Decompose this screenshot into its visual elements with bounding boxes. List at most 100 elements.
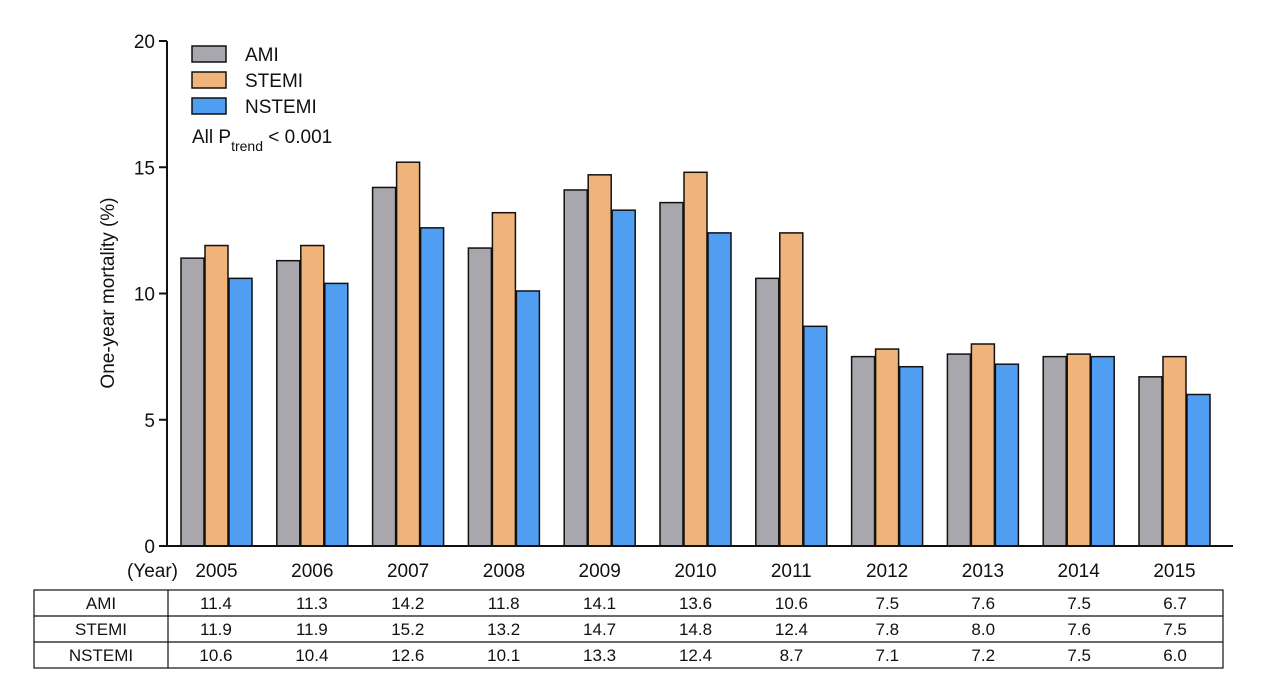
p-trend-prefix: All P — [192, 127, 231, 148]
x-tick-label-2009: 2009 — [579, 561, 621, 582]
x-tick-label-2015: 2015 — [1153, 561, 1195, 582]
table-row-label-nstemi: NSTEMI — [69, 646, 133, 665]
table-cell-stemi-2006: 11.9 — [296, 620, 328, 639]
legend-label-nstemi: NSTEMI — [245, 97, 317, 118]
bar-ami-2006 — [276, 259, 301, 547]
legend-swatch-nstemi — [191, 97, 227, 115]
y-tick-label-10: 10 — [134, 285, 155, 306]
legend-label-ami: AMI — [245, 45, 279, 66]
table-cell-nstemi-2013: 7.2 — [971, 646, 995, 665]
bar-ami-2009 — [563, 189, 588, 547]
bar-stemi-2015 — [1162, 355, 1187, 547]
table-cell-nstemi-2010: 12.4 — [679, 646, 712, 665]
bar-stemi-2012 — [874, 348, 900, 547]
table-row-label-ami: AMI — [86, 594, 116, 613]
y-tick-label-0: 0 — [144, 537, 155, 558]
x-tick-label-2006: 2006 — [291, 561, 333, 582]
table-cell-stemi-2012: 7.8 — [875, 620, 899, 639]
table-cell-nstemi-2007: 12.6 — [391, 646, 424, 665]
bar-nstemi-2010 — [707, 232, 732, 547]
table-cell-ami-2012: 7.5 — [875, 594, 899, 613]
x-tick-label-2013: 2013 — [962, 561, 1004, 582]
bar-nstemi-2009 — [611, 209, 636, 547]
table-cell-ami-2006: 11.3 — [296, 594, 328, 613]
bar-stemi-2010 — [683, 171, 708, 547]
table-cell-ami-2008: 11.8 — [488, 594, 520, 613]
bar-ami-2011 — [755, 277, 780, 547]
table-cell-stemi-2007: 15.2 — [391, 620, 424, 639]
bar-ami-2012 — [850, 355, 876, 547]
legend-swatch-ami — [191, 45, 227, 63]
bar-nstemi-2005 — [228, 277, 253, 547]
y-tick-label-5: 5 — [144, 411, 155, 432]
x-axis-prefix: (Year) — [127, 561, 178, 582]
bar-stemi-2007 — [395, 161, 421, 547]
table-row-label-stemi: STEMI — [75, 620, 127, 639]
legend: AMI STEMI NSTEMI — [191, 45, 317, 118]
bar-stemi-2014 — [1066, 353, 1091, 547]
table-cell-stemi-2015: 7.5 — [1163, 620, 1187, 639]
table-cell-stemi-2011: 12.4 — [775, 620, 808, 639]
bar-stemi-2006 — [300, 244, 325, 547]
bar-nstemi-2014 — [1090, 355, 1115, 547]
bar-nstemi-2013 — [994, 363, 1020, 547]
bar-stemi-2013 — [970, 343, 996, 547]
p-trend-suffix: < 0.001 — [263, 127, 332, 148]
p-trend-subscript: trend — [231, 138, 263, 154]
table-cell-ami-2013: 7.6 — [971, 594, 995, 613]
y-tick-label-20: 20 — [134, 32, 155, 53]
x-tick-label-2005: 2005 — [195, 561, 237, 582]
table-cell-nstemi-2012: 7.1 — [875, 646, 899, 665]
bar-stemi-2005 — [204, 244, 229, 547]
bar-ami-2013 — [946, 353, 972, 547]
table-cell-nstemi-2009: 13.3 — [583, 646, 616, 665]
table-cell-nstemi-2005: 10.6 — [199, 646, 232, 665]
table-border — [33, 589, 1224, 669]
x-tick-label-2008: 2008 — [483, 561, 525, 582]
table-cell-nstemi-2015: 6.0 — [1163, 646, 1187, 665]
table-cell-stemi-2010: 14.8 — [679, 620, 712, 639]
table-cell-nstemi-2008: 10.1 — [487, 646, 520, 665]
table-cell-ami-2009: 14.1 — [583, 594, 616, 613]
table-cell-stemi-2005: 11.9 — [200, 620, 232, 639]
x-tick-label-2011: 2011 — [771, 561, 812, 582]
table-cell-nstemi-2014: 7.5 — [1067, 646, 1091, 665]
trend-annotation: All Ptrend < 0.001 — [192, 127, 332, 154]
bar-stemi-2011 — [779, 232, 804, 547]
bar-ami-2010 — [659, 201, 684, 547]
bar-nstemi-2012 — [898, 365, 924, 547]
bar-ami-2007 — [371, 186, 397, 547]
table-cell-ami-2015: 6.7 — [1163, 594, 1187, 613]
table-cell-stemi-2009: 14.7 — [583, 620, 616, 639]
bar-stemi-2008 — [491, 211, 517, 547]
bar-nstemi-2006 — [324, 282, 349, 547]
x-tick-label-2010: 2010 — [674, 561, 716, 582]
table-cell-ami-2007: 14.2 — [391, 594, 424, 613]
bar-ami-2008 — [467, 247, 493, 547]
bar-stemi-2009 — [587, 174, 612, 547]
table-cell-ami-2011: 10.6 — [775, 594, 808, 613]
table-cell-ami-2010: 13.6 — [679, 594, 712, 613]
x-tick-label-2012: 2012 — [866, 561, 908, 582]
bar-nstemi-2011 — [803, 325, 828, 547]
bar-ami-2014 — [1042, 355, 1067, 547]
bar-ami-2015 — [1138, 376, 1163, 547]
table-cell-nstemi-2011: 8.7 — [780, 646, 804, 665]
x-tick-label-2007: 2007 — [387, 561, 429, 582]
legend-label-stemi: STEMI — [245, 71, 303, 92]
table-cell-ami-2014: 7.5 — [1067, 594, 1091, 613]
table-cell-nstemi-2006: 10.4 — [295, 646, 328, 665]
bar-nstemi-2007 — [419, 227, 445, 547]
bar-nstemi-2008 — [515, 290, 541, 547]
bar-nstemi-2015 — [1186, 393, 1211, 547]
table-cell-stemi-2014: 7.6 — [1067, 620, 1091, 639]
axes: 0 5 10 15 20 One-year mortality (%) (Year) 2005… — [98, 32, 1233, 582]
table-cell-stemi-2013: 8.0 — [971, 620, 995, 639]
bar-ami-2005 — [180, 257, 205, 547]
table-cell-stemi-2008: 13.2 — [487, 620, 520, 639]
y-axis-title: One-year mortality (%) — [98, 197, 119, 388]
p-trend-text: All Ptrend < 0.001 — [192, 127, 332, 154]
y-tick-label-15: 15 — [134, 158, 155, 179]
legend-swatch-stemi — [191, 71, 227, 89]
